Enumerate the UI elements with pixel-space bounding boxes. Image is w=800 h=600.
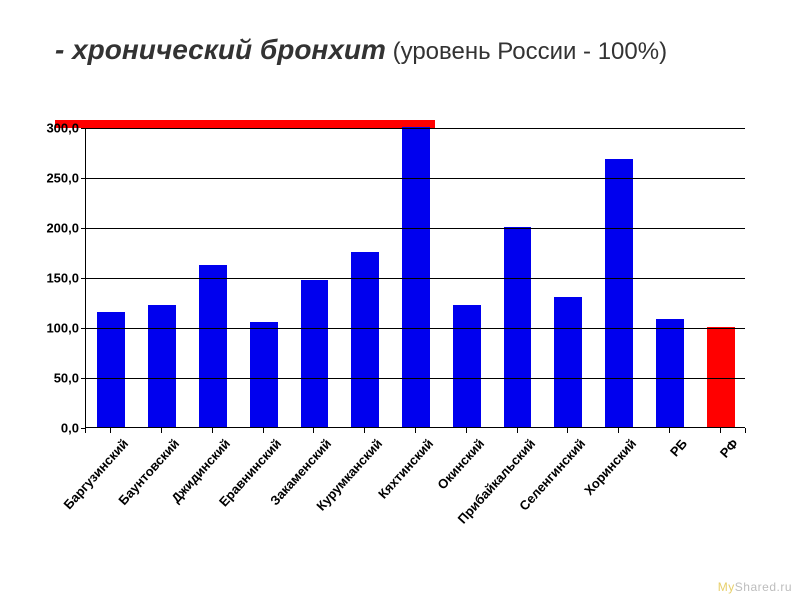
grid-line xyxy=(86,178,745,179)
x-axis-label: РБ xyxy=(592,436,690,543)
x-tick xyxy=(618,428,619,433)
x-tick xyxy=(85,428,86,433)
watermark: MyShared.ru xyxy=(718,580,792,594)
x-axis-label: Селенгинский xyxy=(490,436,588,543)
bar xyxy=(504,227,532,427)
x-tick xyxy=(517,428,518,433)
y-tick xyxy=(81,278,86,279)
y-tick xyxy=(81,178,86,179)
x-axis-label: Окинский xyxy=(389,436,487,543)
grid-line xyxy=(86,378,745,379)
slide-title: - хронический бронхит (уровень России - … xyxy=(55,32,755,67)
x-tick xyxy=(110,428,111,433)
x-tick xyxy=(669,428,670,433)
x-axis-label: Прибайкальский xyxy=(440,436,538,543)
title-main: - хронический бронхит xyxy=(55,34,386,65)
x-tick xyxy=(745,428,746,433)
grid-line xyxy=(86,228,745,229)
x-tick xyxy=(567,428,568,433)
y-axis-label: 150,0 xyxy=(46,271,79,286)
watermark-rest: Shared.ru xyxy=(735,580,792,594)
bar xyxy=(199,265,227,427)
bar xyxy=(656,319,684,427)
x-axis-label: Джидинский xyxy=(135,436,233,543)
y-axis-label: 100,0 xyxy=(46,321,79,336)
y-axis-labels: 0,050,0100,0150,0200,0250,0300,0 xyxy=(35,128,85,428)
bar xyxy=(554,297,582,427)
x-tick xyxy=(466,428,467,433)
x-tick xyxy=(364,428,365,433)
x-axis-label: Кяхтинский xyxy=(338,436,436,543)
watermark-prefix: My xyxy=(718,580,735,594)
plot-area xyxy=(85,128,745,428)
bar xyxy=(605,159,633,427)
x-axis-label: Баунтовский xyxy=(84,436,182,543)
y-axis-label: 250,0 xyxy=(46,171,79,186)
bar xyxy=(148,305,176,427)
x-axis-label: Курумканский xyxy=(287,436,385,543)
x-tick xyxy=(720,428,721,433)
x-tick xyxy=(415,428,416,433)
x-tick xyxy=(212,428,213,433)
y-tick xyxy=(81,228,86,229)
bar xyxy=(453,305,481,427)
bar-chart: 0,050,0100,0150,0200,0250,0300,0 Баргузи… xyxy=(35,128,755,568)
x-tick xyxy=(263,428,264,433)
x-axis-label: РФ xyxy=(643,436,741,543)
grid-line xyxy=(86,328,745,329)
y-axis-label: 0,0 xyxy=(61,421,79,436)
y-axis-label: 200,0 xyxy=(46,221,79,236)
y-tick xyxy=(81,128,86,129)
x-axis-label: Еравнинский xyxy=(186,436,284,543)
x-axis-label: Хоринский xyxy=(541,436,639,543)
grid-line xyxy=(86,128,745,129)
y-tick xyxy=(81,328,86,329)
bar xyxy=(97,312,125,427)
x-tick xyxy=(161,428,162,433)
bar xyxy=(402,127,430,427)
y-tick xyxy=(81,378,86,379)
bar xyxy=(301,280,329,427)
x-tick xyxy=(313,428,314,433)
x-axis-label: Закаменский xyxy=(236,436,334,543)
x-axis-label: Баргузинский xyxy=(33,436,131,543)
y-axis-label: 300,0 xyxy=(46,121,79,136)
bar xyxy=(250,322,278,427)
slide: { "title": { "main": "- хронический брон… xyxy=(0,0,800,600)
grid-line xyxy=(86,278,745,279)
accent-bar xyxy=(55,120,435,128)
y-axis-label: 50,0 xyxy=(54,371,79,386)
x-axis-labels: БаргузинскийБаунтовскийДжидинскийЕравнин… xyxy=(85,428,745,568)
bar xyxy=(707,327,735,427)
title-rest: (уровень России - 100%) xyxy=(386,38,667,65)
